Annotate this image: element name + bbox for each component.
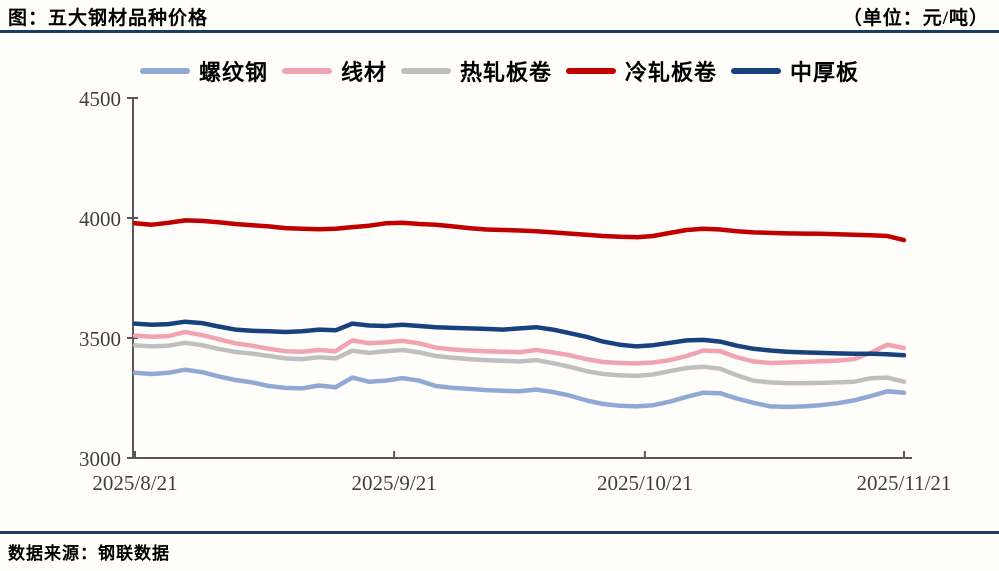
chart-title: 图：五大钢材品种价格 xyxy=(8,8,209,29)
legend-label: 中厚板 xyxy=(790,60,860,85)
series-line-冷轧板卷 xyxy=(132,218,907,243)
x-tick-label: 2025/11/21 xyxy=(857,471,952,495)
legend-swatch xyxy=(731,68,782,74)
y-tick-label: 4000 xyxy=(79,207,121,231)
chart-legend: 螺纹钢 线材 热轧板卷 冷轧板卷 中厚板 xyxy=(0,55,999,87)
legend-item-热轧板卷: 热轧板卷 xyxy=(400,55,552,87)
legend-swatch xyxy=(400,68,451,74)
data-source: 数据来源：钢联数据 xyxy=(8,544,170,563)
legend-item-螺纹钢: 螺纹钢 xyxy=(139,55,268,87)
series-line-中厚板 xyxy=(132,319,907,358)
series-line-线材 xyxy=(132,329,907,366)
legend-label: 冷轧板卷 xyxy=(625,60,718,85)
legend-swatch xyxy=(139,68,190,74)
legend-swatch xyxy=(281,68,332,74)
legend-label: 热轧板卷 xyxy=(459,60,552,85)
legend-label: 螺纹钢 xyxy=(198,60,268,85)
series-line-螺纹钢 xyxy=(132,367,907,410)
series-line-热轧板卷 xyxy=(132,340,907,386)
unit-label: （单位：元/吨） xyxy=(842,8,989,29)
y-tick-label: 4500 xyxy=(79,87,121,111)
source-divider xyxy=(0,531,999,534)
price-chart-svg: 3000 3500 4000 4500 2025/8/21 2025/9/21 2025/1… xyxy=(79,87,952,495)
x-tick-label: 2025/10/21 xyxy=(597,471,693,495)
y-tick-label: 3500 xyxy=(79,327,121,351)
y-tick-label: 3000 xyxy=(79,447,121,471)
legend-item-中厚板: 中厚板 xyxy=(731,55,859,87)
x-tick-label: 2025/8/21 xyxy=(92,471,177,495)
legend-item-冷轧板卷: 冷轧板卷 xyxy=(566,55,717,87)
title-underline xyxy=(0,30,999,33)
legend-swatch xyxy=(566,68,616,74)
price-chart: 3000 3500 4000 4500 2025/8/21 2025/9/21 2025/1… xyxy=(0,85,999,525)
legend-label: 线材 xyxy=(340,60,387,85)
x-tick-label: 2025/9/21 xyxy=(352,471,437,495)
legend-item-线材: 线材 xyxy=(281,55,387,87)
